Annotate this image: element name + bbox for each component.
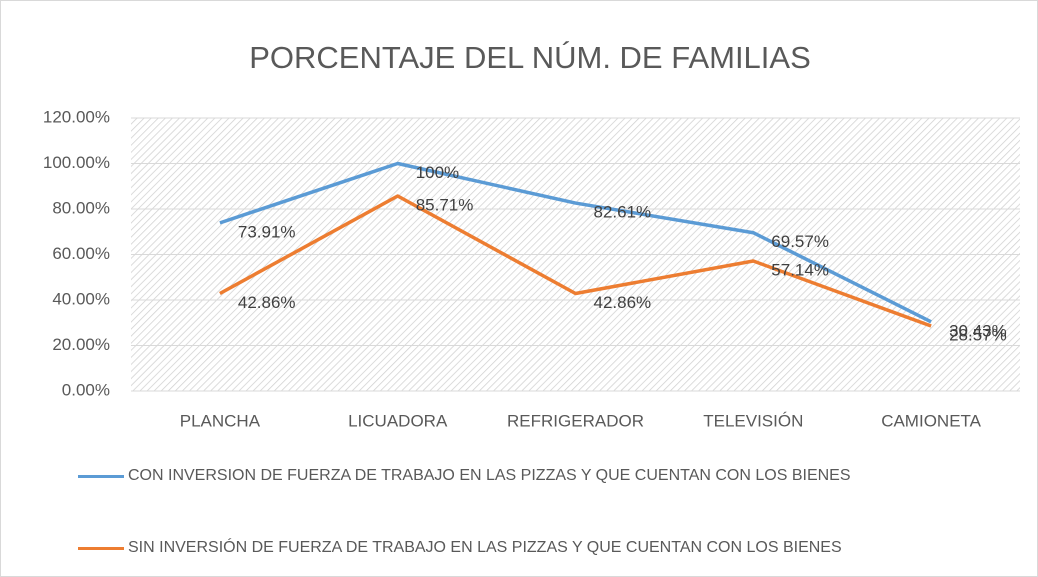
legend-item: SIN INVERSIÓN DE FUERZA DE TRABAJO EN LA… — [78, 535, 978, 561]
data-label: 42.86% — [238, 293, 296, 312]
y-tick-label: 100.00% — [43, 153, 110, 172]
data-label: 57.14% — [771, 260, 829, 279]
x-tick-label: TELEVISIÓN — [703, 411, 803, 430]
legend-label: CON INVERSION DE FUERZA DE TRABAJO EN LA… — [128, 467, 851, 484]
data-label: 42.86% — [594, 293, 652, 312]
series-line — [219, 161, 932, 324]
legend-swatch — [78, 475, 124, 478]
x-tick-label: PLANCHA — [180, 411, 261, 430]
legend-swatch — [78, 547, 124, 550]
y-tick-label: 120.00% — [43, 107, 110, 126]
y-tick-label: 20.00% — [52, 335, 110, 354]
y-tick-label: 80.00% — [52, 198, 110, 217]
x-tick-label: CAMIONETA — [881, 411, 981, 430]
data-label: 28.57% — [949, 325, 1007, 344]
x-tick-label: LICUADORA — [348, 411, 448, 430]
data-label: 100% — [416, 163, 459, 182]
y-tick-label: 0.00% — [62, 380, 110, 399]
data-label: 73.91% — [238, 222, 296, 241]
series-line — [219, 194, 932, 328]
legend-item: CON INVERSION DE FUERZA DE TRABAJO EN LA… — [78, 463, 978, 489]
chart-title: PORCENTAJE DEL NÚM. DE FAMILIAS — [249, 40, 811, 75]
data-label: 69.57% — [771, 232, 829, 251]
y-tick-label: 60.00% — [52, 244, 110, 263]
legend-label: SIN INVERSIÓN DE FUERZA DE TRABAJO EN LA… — [128, 539, 842, 556]
data-label: 85.71% — [416, 195, 474, 214]
data-label: 30.43% — [949, 321, 1007, 340]
y-tick-label: 40.00% — [52, 289, 110, 308]
x-tick-label: REFRIGERADOR — [507, 411, 644, 430]
data-label: 82.61% — [594, 203, 652, 222]
